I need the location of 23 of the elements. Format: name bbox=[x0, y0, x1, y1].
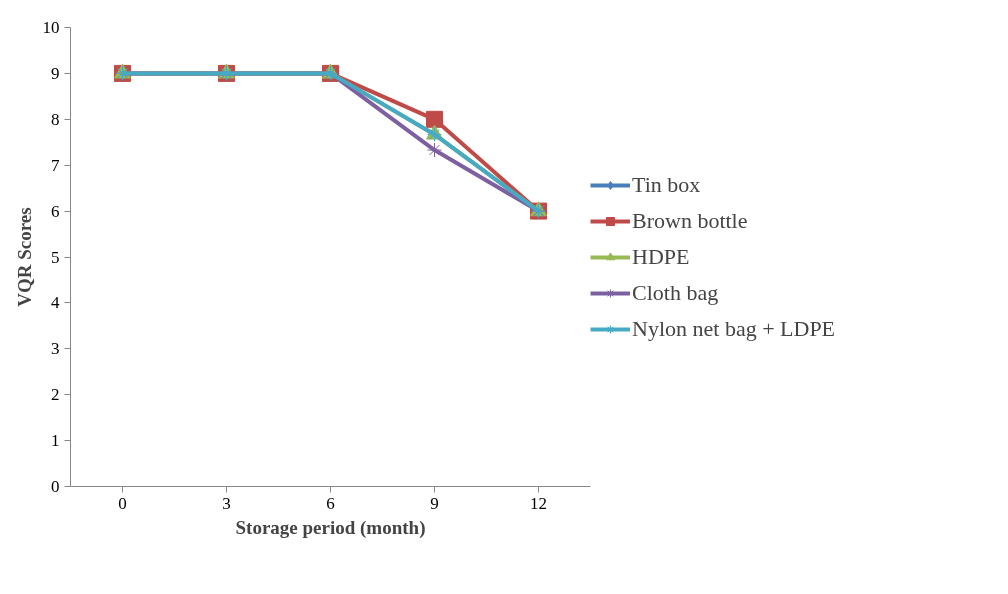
x-tick-label: 0 bbox=[118, 493, 127, 513]
y-tick-label: 2 bbox=[51, 385, 60, 405]
y-tick-label: 3 bbox=[51, 339, 60, 359]
y-tick-label: 6 bbox=[51, 201, 60, 221]
y-tick-label: 10 bbox=[42, 18, 60, 37]
legend-label: Cloth bag bbox=[632, 279, 719, 306]
legend-label: Brown bottle bbox=[632, 207, 748, 234]
y-tick-label: 0 bbox=[51, 477, 60, 496]
y-tick-label: 8 bbox=[51, 109, 60, 129]
x-tick-label: 6 bbox=[326, 493, 335, 513]
x-tick-label: 12 bbox=[530, 493, 547, 513]
y-tick-label: 9 bbox=[51, 63, 60, 83]
legend-label: Tin box bbox=[632, 171, 701, 198]
legend-label: HDPE bbox=[632, 243, 690, 270]
x-tick-label: 9 bbox=[430, 493, 439, 513]
x-tick-label: 3 bbox=[222, 493, 231, 513]
y-axis-title: VQR Scores bbox=[13, 207, 35, 307]
y-tick-label: 1 bbox=[51, 431, 60, 451]
y-tick-label: 5 bbox=[51, 247, 60, 267]
y-tick-label: 7 bbox=[51, 155, 60, 175]
legend-label: Nylon net bag + LDPE bbox=[632, 315, 836, 342]
x-axis-title: Storage period (month) bbox=[235, 516, 426, 539]
y-tick-label: 4 bbox=[51, 293, 60, 313]
